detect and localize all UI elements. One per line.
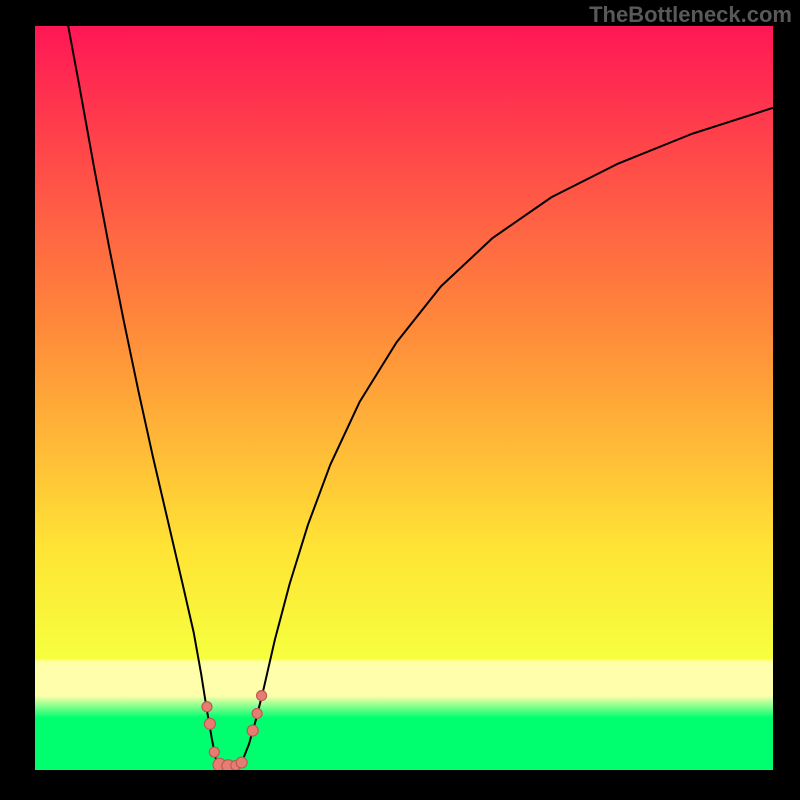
bottleneck-curve-chart	[35, 26, 773, 770]
attribution-label: TheBottleneck.com	[589, 2, 792, 28]
gradient-background	[35, 26, 773, 770]
plot-area	[35, 26, 773, 770]
marker-point	[236, 757, 247, 768]
marker-point	[209, 747, 219, 757]
figure-root: TheBottleneck.com	[0, 0, 800, 800]
marker-point	[257, 691, 267, 701]
marker-point	[247, 725, 258, 736]
marker-point	[252, 708, 262, 718]
marker-point	[202, 702, 212, 712]
marker-point	[204, 718, 215, 729]
